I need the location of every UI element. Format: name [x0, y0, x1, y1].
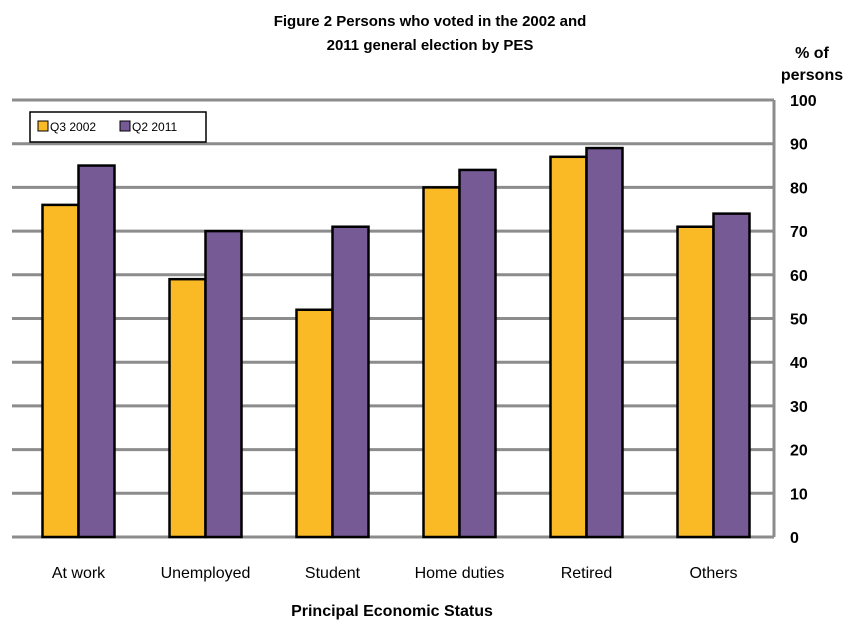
bar-at-work-q2-2011 [77, 164, 116, 539]
x-axis-title: Principal Economic Status [291, 603, 493, 620]
x-tick-label: Others [689, 565, 737, 582]
y-tick-label: 60 [790, 268, 808, 285]
bar-others-q3-2002 [676, 225, 715, 539]
y-axis-title-line1: % of [795, 45, 829, 62]
bar-others-q2-2011 [712, 212, 751, 539]
bar-at-work-q3-2002 [41, 203, 80, 539]
chart-title-line2: 2011 general election by PES [327, 37, 534, 54]
legend-swatch-q3-2002 [37, 120, 49, 132]
bar-unemployed-q2-2011 [204, 229, 243, 539]
legend-swatch-q2-2011 [119, 120, 131, 132]
gridlines [12, 98, 776, 539]
x-tick-label: At work [52, 565, 106, 582]
legend-label-q2-2011: Q2 2011 [132, 120, 177, 134]
bars [41, 146, 751, 539]
bar-home-duties-q2-2011 [458, 168, 497, 539]
y-tick-label: 20 [790, 443, 808, 460]
y-tick-label: 100 [790, 93, 817, 110]
bar-retired-q2-2011 [585, 146, 624, 539]
bar-student-q2-2011 [331, 225, 370, 539]
y-tick-label: 90 [790, 137, 808, 154]
bar-retired-q3-2002 [549, 155, 588, 539]
y-tick-label: 40 [790, 355, 808, 372]
bar-student-q3-2002 [295, 308, 334, 539]
y-tick-label: 0 [790, 530, 799, 547]
y-tick-label: 80 [790, 180, 808, 197]
y-tick-label: 10 [790, 486, 808, 503]
legend-label-q3-2002: Q3 2002 [50, 120, 96, 134]
legend-box [29, 111, 207, 143]
x-tick-label: Retired [561, 565, 613, 582]
x-tick-label: Unemployed [161, 565, 251, 582]
y-tick-labels: 0 10 20 30 40 50 60 70 80 90 100 [790, 93, 817, 547]
x-tick-labels: At work Unemployed Student Home duties Retir… [52, 565, 738, 582]
y-tick-label: 70 [790, 224, 808, 241]
x-tick-label: Student [305, 565, 361, 582]
bar-home-duties-q3-2002 [422, 186, 461, 539]
bar-unemployed-q3-2002 [168, 277, 207, 539]
y-axis-title-line2: persons [781, 67, 843, 84]
x-tick-label: Home duties [415, 565, 505, 582]
y-tick-label: 50 [790, 312, 808, 329]
legend: Q3 2002 Q2 2011 [29, 111, 207, 143]
chart-title-line1: Figure 2 Persons who voted in the 2002 a… [274, 13, 587, 30]
y-tick-label: 30 [790, 399, 808, 416]
